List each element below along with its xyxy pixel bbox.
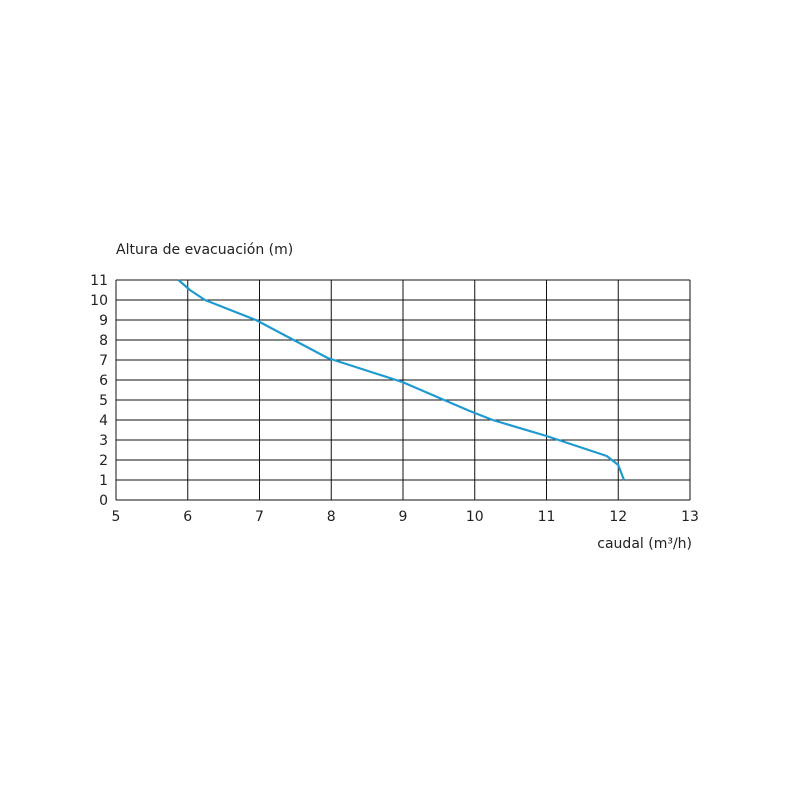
y-tick-label: 3	[99, 433, 108, 449]
y-axis-label: Altura de evacuación (m)	[116, 242, 293, 258]
y-tick-label: 8	[99, 333, 108, 349]
y-tick-label: 7	[99, 353, 108, 369]
data-line	[177, 279, 626, 481]
x-tick-label: 12	[609, 509, 627, 525]
x-tick-label: 10	[466, 509, 484, 525]
x-tick-label: 13	[681, 509, 699, 525]
x-tick-label: 5	[112, 509, 121, 525]
y-tick-label: 9	[99, 313, 108, 329]
x-tick-label: 8	[327, 509, 336, 525]
y-tick-label: 10	[90, 293, 108, 309]
x-tick-label: 7	[255, 509, 264, 525]
y-tick-label: 4	[99, 413, 108, 429]
y-tick-label: 11	[90, 273, 108, 289]
y-tick-label: 6	[99, 373, 108, 389]
x-tick-label: 11	[538, 509, 556, 525]
x-tick-label: 6	[183, 509, 192, 525]
y-tick-label: 2	[99, 453, 108, 469]
y-tick-label: 0	[99, 493, 108, 509]
y-tick-label: 5	[99, 393, 108, 409]
x-tick-label: 9	[399, 509, 408, 525]
y-tick-label: 1	[99, 473, 108, 489]
x-axis-label: caudal (m³/h)	[597, 536, 692, 552]
